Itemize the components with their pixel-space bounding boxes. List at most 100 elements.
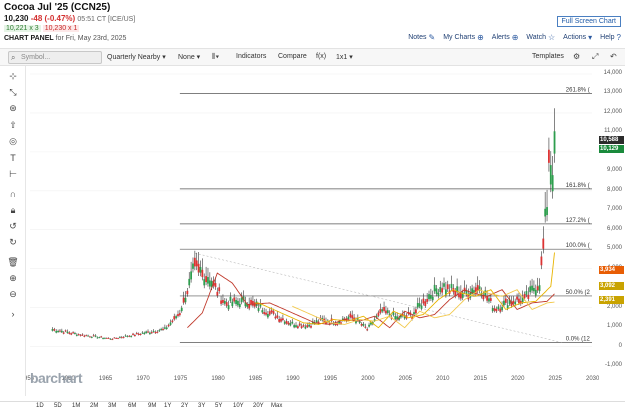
lock-icon[interactable]: 🔒︎ (10, 205, 16, 215)
crosshair-tool-icon[interactable]: ⊹ (9, 71, 17, 81)
panel-label-date: for Fri, May 23rd, 2025 (55, 35, 127, 42)
price-candle (529, 286, 532, 293)
price-candle (293, 325, 296, 328)
price-candle (488, 298, 490, 302)
timeframe-button-6m[interactable]: 6M (128, 403, 137, 409)
panel-label: CHART PANEL for Fri, May 23rd, 2025 (4, 35, 126, 42)
price-candle (433, 284, 436, 292)
price-candle (413, 312, 415, 315)
alerts-link[interactable]: Alerts ⊕ (492, 33, 519, 42)
price-candle (105, 337, 108, 339)
my-charts-link[interactable]: My Charts ⊕ (443, 33, 484, 42)
price-tick-label: 5,000 (606, 245, 622, 252)
price-candle (461, 292, 464, 298)
price-candle (261, 310, 264, 313)
price-candle (534, 289, 537, 296)
fullscreen-expand-icon[interactable]: ⤢ (592, 52, 599, 61)
undo-tool-icon[interactable]: ↺ (9, 221, 17, 231)
price-candle (253, 302, 256, 307)
timeframe-button-1m[interactable]: 1M (72, 403, 81, 409)
notes-link[interactable]: Notes ✎ (408, 33, 435, 42)
zoom-out-icon[interactable]: ⊖ (9, 289, 17, 299)
price-candle (415, 309, 417, 314)
price-candle (512, 300, 515, 304)
price-candle (516, 296, 518, 300)
timeframe-button-5y[interactable]: 5Y (215, 403, 223, 409)
price-candle (98, 337, 101, 338)
price-candle (411, 316, 414, 320)
year-tick-label: 955 (26, 376, 35, 382)
price-tick-label: 11,000 (604, 128, 622, 135)
text-tool-icon[interactable]: T (10, 153, 16, 163)
settings-gear-icon[interactable]: ⚙ (573, 52, 581, 61)
timeframe-button-9m[interactable]: 9M (148, 403, 157, 409)
arrow-up-tool-icon[interactable]: ⇧ (9, 120, 17, 130)
compare-button[interactable]: Compare (278, 53, 307, 60)
price-candle (55, 331, 58, 333)
timeframe-button-3y[interactable]: 3Y (198, 403, 206, 409)
circle-tool-icon[interactable]: ◎ (9, 136, 17, 146)
price-candle (274, 316, 277, 319)
star-icon: ☆ (547, 33, 556, 42)
price-candle (180, 307, 183, 312)
symbol-search-input[interactable]: ⌕ Symbol... (8, 51, 102, 64)
more-tools-icon[interactable]: › (11, 309, 15, 319)
actions-menu[interactable]: Actions ▾ (563, 33, 592, 42)
price-candle (222, 299, 224, 303)
indicators-button[interactable]: Indicators (236, 53, 267, 60)
fx-button[interactable]: f(x) (316, 53, 327, 60)
price-candle (51, 329, 54, 331)
fib-level-label: 100.0% ( (566, 243, 590, 249)
templates-button[interactable]: Templates (532, 53, 564, 60)
overlay-dropdown[interactable]: None ▾ (178, 54, 201, 61)
target-tool-icon[interactable]: ⊛ (9, 103, 17, 113)
price-candle (506, 305, 509, 309)
full-screen-chart-button[interactable]: Full Screen Chart (556, 16, 621, 27)
timeframe-button-10y[interactable]: 10Y (233, 403, 244, 409)
price-candle (418, 303, 421, 307)
price-candle (394, 316, 397, 320)
price-candle (152, 331, 155, 333)
watch-link[interactable]: Watch ☆ (526, 33, 555, 42)
quote-line: 10,230 -48 (-0.47%) 05:51 CT [ICE/US] (4, 14, 135, 23)
price-candle (306, 325, 309, 328)
timeframe-button-1d[interactable]: 1D (36, 403, 44, 409)
timeframe-button-2m[interactable]: 2M (90, 403, 99, 409)
timeframe-button-max[interactable]: Max (271, 403, 283, 409)
timeframe-button-2y[interactable]: 2Y (181, 403, 189, 409)
zoom-in-icon[interactable]: ⊕ (9, 273, 17, 283)
timeframe-button-1y[interactable]: 1Y (164, 403, 172, 409)
undo-icon[interactable]: ↶ (610, 52, 617, 61)
price-candle (360, 323, 363, 326)
layout-dropdown[interactable]: 1x1 ▾ (336, 54, 353, 61)
price-candle (68, 332, 71, 334)
price-candle (422, 298, 425, 304)
bar-type-icon[interactable]: ⫴▾ (212, 52, 220, 61)
price-candle (134, 335, 136, 337)
chart-toolbar: ⌕ Symbol... Quarterly Nearby ▾ None ▾ ⫴▾… (0, 48, 625, 66)
price-tick-label: 7,000 (606, 206, 622, 213)
magnet-icon[interactable]: ∩ (9, 189, 17, 199)
timeframe-button-3m[interactable]: 3M (108, 403, 117, 409)
price-candle (283, 321, 286, 324)
top-links: Notes ✎ My Charts ⊕ Alerts ⊕ Watch ☆ Actions… (408, 33, 621, 42)
watch-label: Watch (526, 34, 546, 41)
price-candle (497, 306, 500, 310)
timeframe-button-20y[interactable]: 20Y (253, 403, 264, 409)
redo-tool-icon[interactable]: ↻ (9, 237, 17, 247)
trendline-tool-icon[interactable]: ⤡ (9, 87, 17, 97)
price-candle (486, 296, 488, 301)
quote-time: 05:51 CT [ICE/US] (77, 16, 136, 23)
panel-label-title: CHART PANEL (4, 35, 54, 42)
price-candle (465, 290, 468, 295)
price-chart-area[interactable]: 261.8% (161.8% (127.2% (100.0% (50.0% (2… (24, 66, 600, 396)
barchart-logo: barchart (30, 370, 83, 386)
price-candle (480, 292, 483, 297)
timeframe-button-5d[interactable]: 5D (54, 403, 62, 409)
help-link[interactable]: Help? (600, 33, 621, 42)
period-dropdown[interactable]: Quarterly Nearby ▾ (107, 54, 166, 61)
price-candle (130, 336, 133, 338)
measure-tool-icon[interactable]: ⊢ (9, 169, 17, 179)
trash-icon[interactable]: 🗑︎ (7, 257, 19, 267)
price-tick-label: 13,000 (603, 89, 622, 96)
